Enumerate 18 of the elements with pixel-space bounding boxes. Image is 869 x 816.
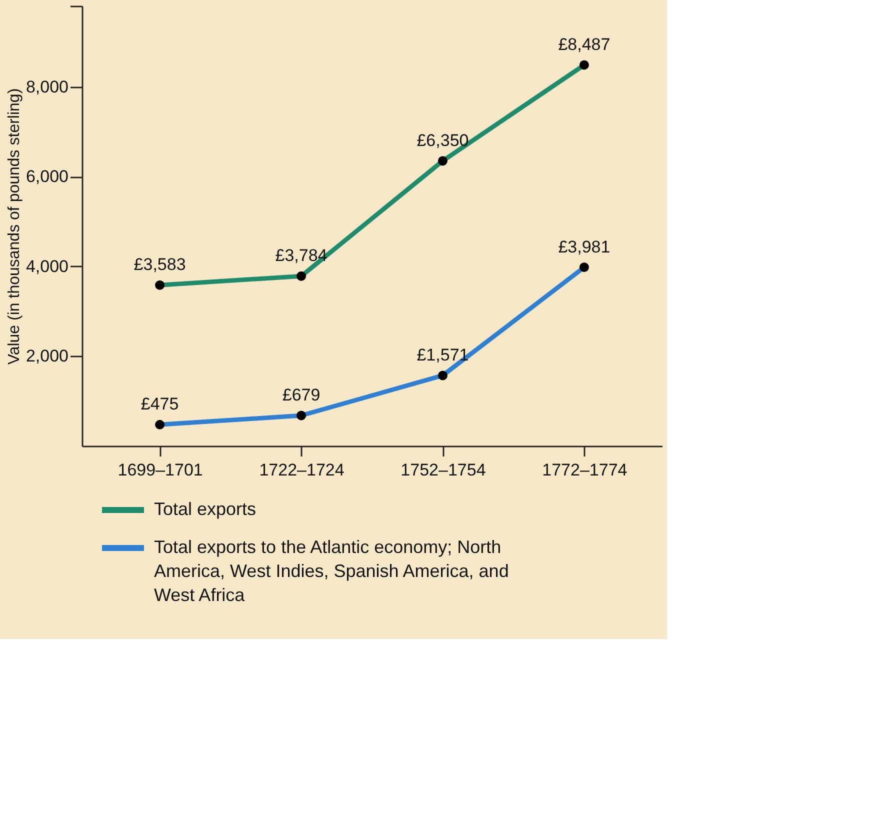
data-label: £8,487 bbox=[558, 34, 610, 54]
legend-label: Total exports to the Atlantic economy; North America, West Indies, Spanish America, and West Africa bbox=[154, 537, 509, 605]
y-tick-label: 4,000 bbox=[26, 256, 68, 276]
y-tick-label: 8,000 bbox=[26, 77, 68, 96]
x-tick-label: 1722–1724 bbox=[259, 460, 344, 480]
data-label: £6,350 bbox=[416, 130, 469, 150]
x-tick-label: 1752–1754 bbox=[400, 460, 486, 480]
data-label: £3,981 bbox=[558, 237, 610, 256]
x-tick-label: 1699–1701 bbox=[118, 460, 203, 480]
y-axis-title: Value (in thousands of pounds sterling) bbox=[6, 88, 23, 365]
data-label: £475 bbox=[140, 394, 179, 414]
legend-label: Total exports bbox=[154, 499, 256, 519]
y-tick-label: 2,000 bbox=[26, 346, 68, 366]
data-label: £3,583 bbox=[134, 255, 186, 274]
x-tick-label: 1772–1774 bbox=[542, 460, 628, 480]
data-label: £679 bbox=[282, 386, 320, 405]
data-label: £1,571 bbox=[416, 345, 469, 364]
y-tick-label: 6,000 bbox=[26, 167, 68, 186]
